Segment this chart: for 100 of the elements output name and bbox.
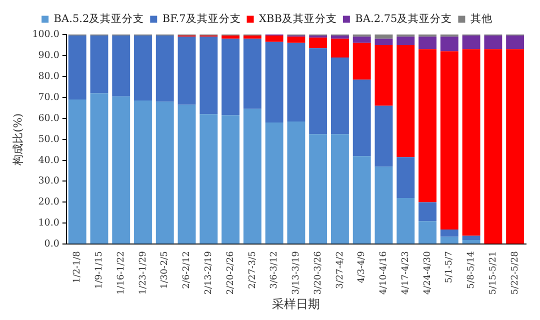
bar [396,44,415,158]
bar [222,36,240,39]
bar [156,102,174,244]
x-tick-label: 1/9-1/15 [94,250,105,289]
y-tick-label: 70.0 [38,92,60,103]
bar [112,96,130,244]
bar [484,49,502,244]
legend-label: BF.7及其亚分支 [162,12,241,25]
x-tick-label: 2/13-2/19 [204,250,214,295]
bar [396,36,415,45]
bar [68,99,86,244]
bar [374,106,393,167]
bar [352,156,371,244]
bar [418,221,436,244]
bar [243,36,262,39]
x-tick-label: 2/6-2/12 [182,251,192,289]
bar [374,166,393,244]
bar [134,36,152,101]
x-tick-label: 1/16-1/22 [116,251,126,295]
bar [265,36,284,42]
bar [178,36,196,105]
bar [374,44,393,106]
bar [309,48,328,134]
bar [330,134,349,244]
x-tick-label: 1/30-2/5 [160,250,170,289]
bar [462,240,480,244]
bar [440,229,458,237]
x-tick-label: 5/1-5/7 [444,250,455,284]
legend-label: BA.5.2及其亚分支 [54,12,144,25]
bar [330,38,349,58]
y-tick-label: 40.0 [38,154,60,166]
bar [222,115,240,244]
bar [265,122,284,244]
bar [506,36,524,50]
legend-label: BA.2.75及其亚分支 [355,12,452,25]
bar [462,236,480,240]
y-tick-label: 10.0 [38,218,60,229]
x-tick-label: 4/24-4/30 [422,250,433,295]
bar [352,42,371,80]
x-tick-label: 3/6-3/12 [270,251,280,289]
y-tick-label: 60.0 [38,112,60,124]
x-tick-label: 1/23-1/29 [138,250,148,295]
x-axis-title: 采样日期 [272,296,320,311]
bar [287,42,306,122]
y-tick-label: 80.0 [38,70,60,82]
bar [90,93,108,244]
bar [418,49,436,202]
bar [200,36,218,114]
bar [112,36,130,96]
bar [68,36,86,100]
bar [462,36,480,50]
y-tick-label: 90.0 [38,50,60,61]
x-tick-label: 4/17-4/23 [400,250,411,295]
bar [352,36,371,43]
bar [418,36,436,50]
bar [330,36,349,39]
bar [222,38,240,116]
bar [330,58,349,134]
legend-label: XBB及其亚分支 [259,12,337,25]
bar [352,80,371,156]
bar [440,36,458,52]
y-tick-label: 100.0 [32,28,60,40]
bar [90,36,108,94]
x-tick-label: 5/8-5/14 [466,250,477,289]
bar [462,49,480,236]
bar [440,51,458,230]
x-tick-label: 1/2-1/8 [72,250,83,284]
bar [200,114,218,244]
y-tick-label: 0.0 [44,238,60,250]
bar [309,38,328,48]
bar [134,100,152,244]
bar [265,42,284,123]
x-tick-label: 3/20-3/26 [313,250,324,295]
bar [506,49,524,244]
x-tick-label: 3/13-3/19 [292,250,302,295]
x-tick-label: 3/27-4/2 [335,251,346,289]
bar [243,38,262,109]
bar [178,104,196,244]
y-tick-label: 30.0 [38,176,60,187]
x-tick-label: 4/10-4/16 [379,250,390,295]
bar [396,157,415,198]
bar [374,38,393,45]
bar [287,36,306,43]
x-tick-label: 4/3-4/9 [357,250,368,284]
bar [418,202,436,222]
bar [156,36,174,102]
legend-label: 其他 [470,12,492,25]
y-axis-title: 构成比(%) [11,113,24,166]
x-tick-label: 5/15-5/21 [488,251,499,295]
bar [484,36,502,50]
bar [287,122,306,244]
bar [440,236,458,244]
bar [396,198,415,244]
bar [374,34,393,39]
x-tick-label: 2/20-2/26 [226,250,236,295]
y-tick-label: 50.0 [38,134,60,145]
x-tick-label: 5/22-5/28 [510,250,520,295]
bar [243,108,262,244]
y-tick-label: 20.0 [38,196,60,208]
bar [309,134,328,244]
